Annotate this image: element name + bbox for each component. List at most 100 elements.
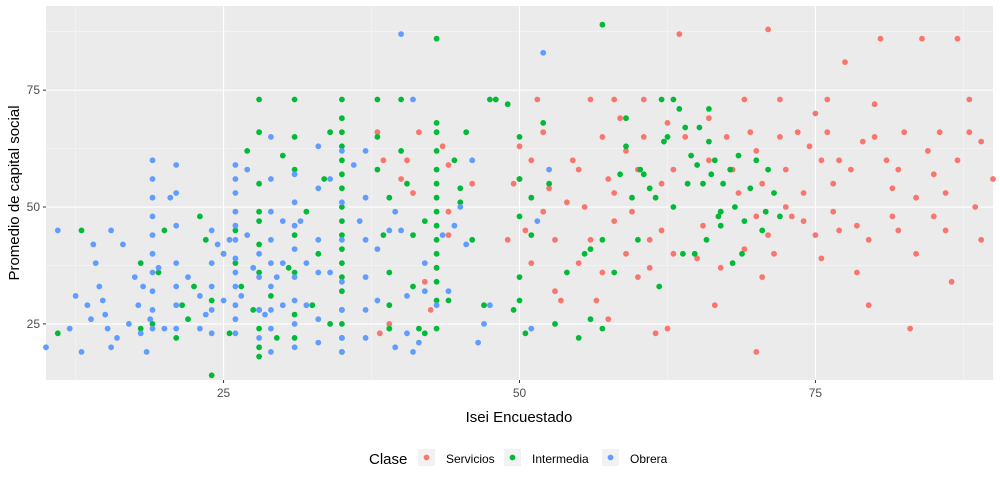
point-obrera: [149, 194, 156, 201]
point-obrera: [92, 260, 99, 266]
point-obrera: [540, 49, 547, 56]
point-obrera: [256, 335, 262, 341]
point-servicios: [871, 101, 878, 108]
point-intermedia: [386, 302, 393, 309]
point-obrera: [131, 274, 138, 280]
point-intermedia: [487, 96, 493, 103]
point-servicios: [635, 274, 641, 280]
point-intermedia: [78, 227, 85, 234]
point-servicios: [629, 208, 635, 215]
point-intermedia: [339, 115, 345, 122]
point-servicios: [782, 166, 789, 173]
point-obrera: [451, 222, 458, 229]
point-intermedia: [250, 307, 257, 313]
point-servicios: [534, 96, 541, 103]
point-servicios: [664, 325, 671, 332]
major-gridlines: [46, 6, 993, 380]
point-obrera: [416, 339, 422, 346]
point-obrera: [208, 283, 215, 290]
point-intermedia: [652, 194, 659, 201]
point-servicios: [966, 129, 973, 136]
point-obrera: [135, 302, 142, 309]
point-intermedia: [469, 236, 476, 243]
point-obrera: [404, 330, 410, 337]
point-obrera: [303, 302, 310, 309]
point-intermedia: [637, 166, 644, 173]
point-servicios: [753, 148, 760, 154]
point-obrera: [268, 349, 274, 355]
point-obrera: [173, 222, 180, 229]
point-intermedia: [661, 138, 667, 145]
point-obrera: [72, 293, 79, 299]
point-intermedia: [339, 321, 345, 327]
point-servicios: [528, 157, 535, 164]
point-intermedia: [599, 325, 606, 332]
x-tick-label: 75: [809, 386, 823, 400]
point-intermedia: [256, 353, 262, 360]
point-intermedia: [694, 162, 700, 168]
point-intermedia: [771, 190, 777, 196]
point-obrera: [374, 297, 381, 304]
point-servicios: [883, 157, 890, 164]
point-obrera: [220, 250, 227, 257]
point-intermedia: [516, 176, 523, 182]
point-servicios: [859, 138, 866, 145]
point-intermedia: [398, 96, 404, 103]
point-servicios: [587, 96, 594, 103]
point-obrera: [149, 307, 156, 313]
point-servicios: [605, 316, 612, 323]
point-obrera: [232, 176, 239, 182]
point-servicios: [913, 194, 919, 201]
point-intermedia: [173, 335, 180, 341]
point-intermedia: [445, 297, 452, 304]
point-intermedia: [244, 148, 251, 154]
point-servicios: [848, 166, 854, 173]
point-intermedia: [516, 213, 523, 220]
point-servicios: [658, 180, 665, 187]
point-obrera: [469, 157, 476, 164]
point-servicios: [445, 162, 452, 168]
point-intermedia: [380, 232, 387, 239]
point-obrera: [339, 307, 345, 313]
point-obrera: [125, 321, 132, 327]
point-servicios: [416, 129, 422, 136]
point-servicios: [404, 157, 410, 164]
x-tick-label: 25: [217, 386, 231, 400]
point-obrera: [232, 190, 239, 196]
legend-marker-servicios: [423, 454, 430, 461]
point-intermedia: [339, 143, 345, 150]
point-servicios: [895, 227, 902, 234]
point-servicios: [901, 129, 908, 136]
point-obrera: [104, 325, 111, 332]
point-intermedia: [256, 208, 262, 215]
point-obrera: [339, 349, 345, 355]
point-servicios: [930, 171, 937, 178]
point-obrera: [149, 157, 156, 164]
point-obrera: [439, 232, 446, 239]
point-obrera: [463, 241, 470, 248]
point-intermedia: [599, 236, 606, 243]
point-servicios: [854, 269, 860, 276]
point-intermedia: [656, 283, 663, 290]
point-servicios: [824, 129, 831, 136]
point-obrera: [303, 260, 310, 266]
point-intermedia: [706, 138, 712, 145]
y-tick-label: 50: [27, 200, 41, 214]
point-intermedia: [676, 106, 683, 112]
point-obrera: [84, 302, 91, 309]
point-obrera: [404, 293, 410, 299]
point-intermedia: [433, 35, 440, 42]
point-intermedia: [670, 204, 677, 210]
point-intermedia: [510, 307, 517, 313]
point-servicios: [421, 278, 428, 285]
point-intermedia: [732, 204, 738, 210]
point-servicios: [623, 148, 629, 154]
point-intermedia: [635, 236, 641, 243]
point-servicios: [522, 227, 529, 234]
point-intermedia: [753, 157, 760, 164]
point-obrera: [173, 325, 180, 332]
point-intermedia: [735, 152, 742, 159]
point-servicios: [954, 35, 961, 42]
point-servicios: [664, 120, 671, 126]
point-servicios: [747, 129, 754, 136]
